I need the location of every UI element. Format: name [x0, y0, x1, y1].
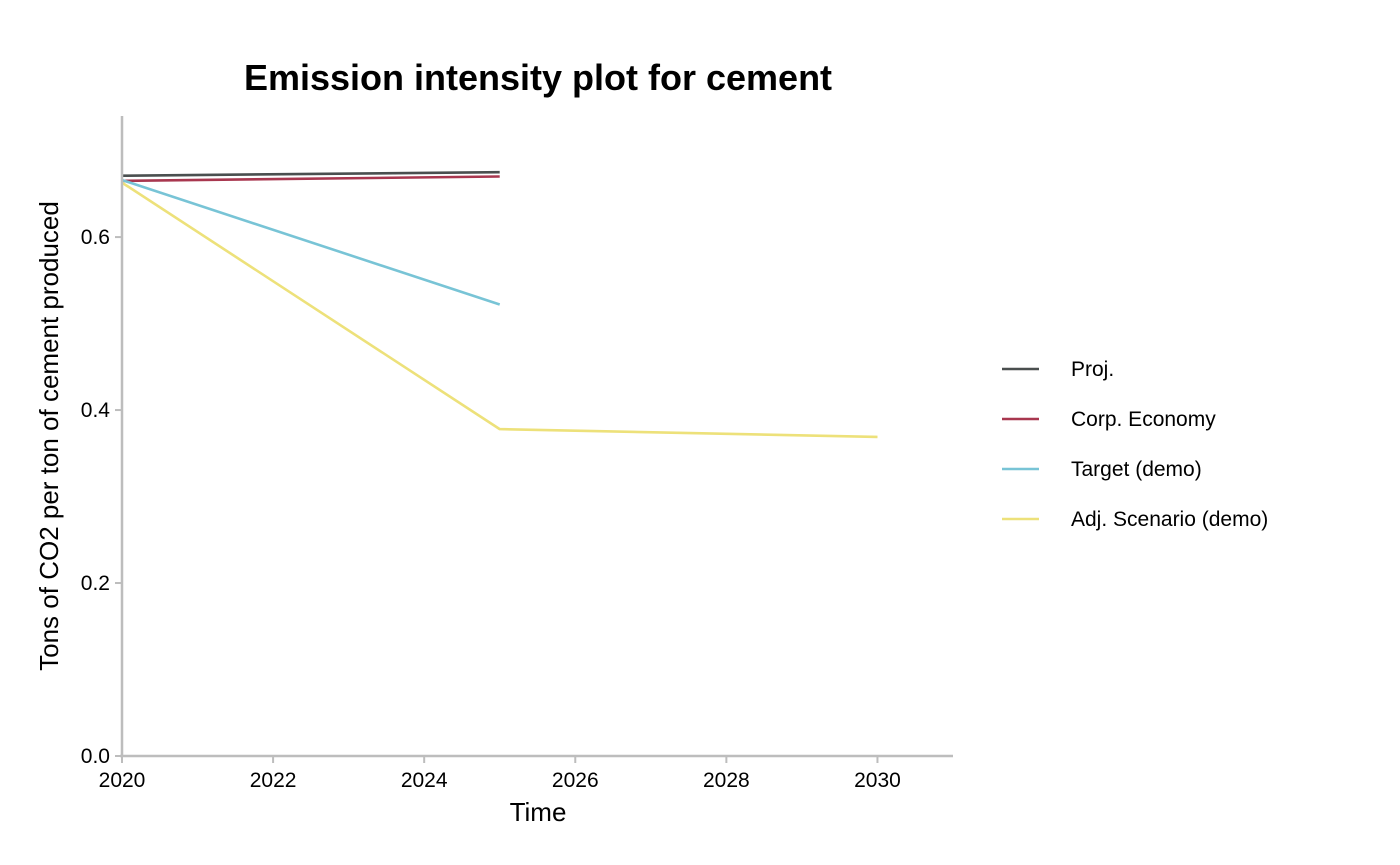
y-tick-label: 0.4 — [81, 399, 111, 422]
series-line-proj — [121, 170, 500, 177]
x-tick-label: 2030 — [854, 769, 901, 792]
x-tick-label: 2022 — [250, 769, 297, 792]
legend-label-target-demo: Target (demo) — [1071, 458, 1202, 481]
y-tick-label: 0.0 — [81, 745, 110, 768]
x-axis-label: Time — [510, 797, 567, 827]
series-line-adj-scenario-demo — [121, 181, 878, 439]
y-tick-label: 0.2 — [81, 572, 110, 595]
x-tick-label: 2024 — [401, 769, 448, 792]
series-line-target-demo — [121, 178, 501, 306]
series-line-corp-economy — [121, 175, 500, 183]
y-tick-label: 0.6 — [81, 226, 110, 249]
x-axis-ticks: 2020 2022 2024 2026 2028 2030 — [99, 756, 901, 792]
legend-label-proj: Proj. — [1071, 358, 1114, 381]
legend: Proj. Corp. Economy Target (demo) Adj. Scen… — [1002, 358, 1268, 531]
legend-label-adj-scenario-demo: Adj. Scenario (demo) — [1071, 508, 1268, 531]
x-tick-label: 2028 — [703, 769, 750, 792]
y-axis-ticks: 0.0 0.2 0.4 0.6 — [81, 226, 122, 768]
x-tick-label: 2020 — [99, 769, 146, 792]
legend-label-corp-economy: Corp. Economy — [1071, 408, 1216, 431]
x-tick-label: 2026 — [552, 769, 599, 792]
y-axis-label: Tons of CO2 per ton of cement produced — [34, 201, 64, 671]
plot-series — [121, 170, 878, 439]
chart-title: Emission intensity plot for cement — [244, 57, 832, 98]
